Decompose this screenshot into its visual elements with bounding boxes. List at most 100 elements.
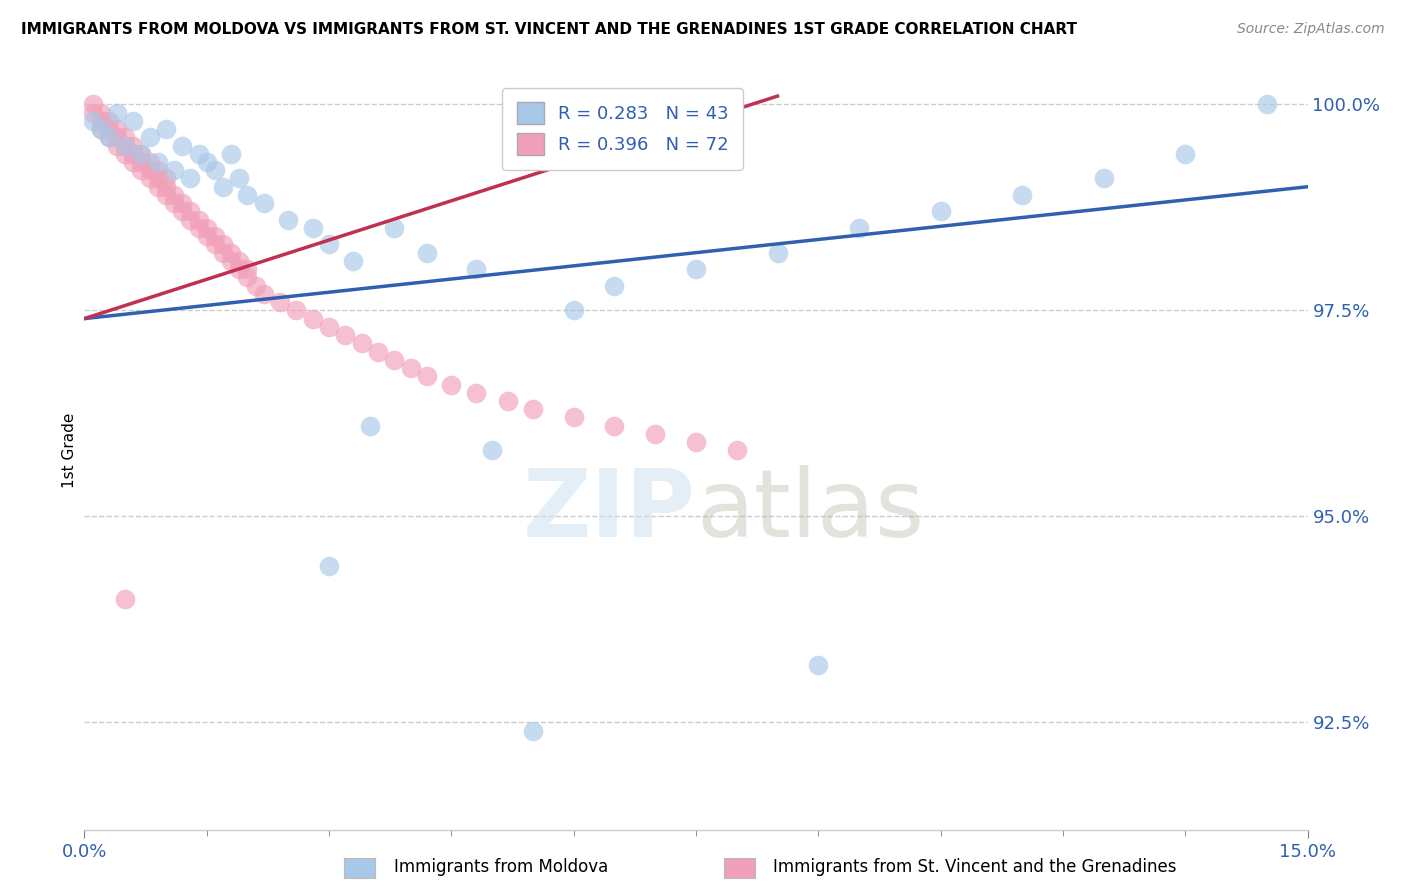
Point xyxy=(105,105,128,120)
Point xyxy=(155,171,177,186)
Point xyxy=(212,245,235,260)
Point xyxy=(301,221,323,235)
Point xyxy=(122,155,145,169)
Point xyxy=(90,122,112,136)
Point xyxy=(219,254,242,268)
Point xyxy=(172,196,194,211)
Point xyxy=(146,163,169,178)
Point xyxy=(236,270,259,285)
Text: Immigrants from St. Vincent and the Grenadines: Immigrants from St. Vincent and the Gren… xyxy=(773,858,1177,876)
Point xyxy=(562,410,585,425)
Point xyxy=(766,245,789,260)
Point xyxy=(97,122,120,136)
Text: Immigrants from Moldova: Immigrants from Moldova xyxy=(394,858,607,876)
Point xyxy=(131,146,153,161)
Point xyxy=(146,179,169,194)
Point xyxy=(848,221,870,235)
Point xyxy=(204,163,226,178)
Point xyxy=(114,146,136,161)
Point xyxy=(228,254,250,268)
Point xyxy=(807,657,830,672)
Point xyxy=(179,204,201,219)
Point xyxy=(335,328,357,343)
Point xyxy=(105,122,128,136)
Point xyxy=(464,385,486,400)
Point xyxy=(603,278,626,293)
Point xyxy=(114,138,136,153)
Point xyxy=(90,105,112,120)
Point xyxy=(301,311,323,326)
Point xyxy=(522,723,544,738)
Point xyxy=(416,369,439,384)
Point xyxy=(1256,97,1278,112)
Point xyxy=(464,262,486,277)
Point xyxy=(105,130,128,145)
Point xyxy=(172,204,194,219)
Point xyxy=(82,105,104,120)
Point xyxy=(399,361,422,376)
Point xyxy=(155,122,177,136)
Point xyxy=(219,245,242,260)
Point xyxy=(228,262,250,277)
Point xyxy=(562,303,585,318)
Point xyxy=(318,237,340,252)
Point xyxy=(228,171,250,186)
Point xyxy=(155,179,177,194)
Point xyxy=(97,130,120,145)
Point xyxy=(90,122,112,136)
Point xyxy=(382,221,405,235)
Point xyxy=(204,237,226,252)
Point xyxy=(131,146,153,161)
Point xyxy=(644,427,666,442)
Point xyxy=(1174,146,1197,161)
Point xyxy=(212,179,235,194)
Point xyxy=(163,163,186,178)
Point xyxy=(253,286,276,301)
Point xyxy=(481,443,503,458)
Point xyxy=(131,163,153,178)
Point xyxy=(163,196,186,211)
Point xyxy=(90,113,112,128)
Point xyxy=(172,138,194,153)
Point xyxy=(195,221,218,235)
Text: atlas: atlas xyxy=(696,465,924,558)
Point xyxy=(138,163,160,178)
Point xyxy=(163,188,186,202)
Point xyxy=(122,138,145,153)
Point xyxy=(318,319,340,334)
Point xyxy=(929,204,952,219)
Point xyxy=(146,171,169,186)
Point xyxy=(195,229,218,244)
Point xyxy=(122,113,145,128)
Point xyxy=(318,558,340,573)
Point xyxy=(498,394,520,409)
Point xyxy=(359,418,381,433)
Point xyxy=(187,212,209,227)
Point xyxy=(1011,188,1033,202)
Point xyxy=(179,171,201,186)
Point xyxy=(97,130,120,145)
Point xyxy=(277,212,299,227)
Point xyxy=(146,155,169,169)
Legend: R = 0.283   N = 43, R = 0.396   N = 72: R = 0.283 N = 43, R = 0.396 N = 72 xyxy=(502,88,744,170)
Point xyxy=(187,146,209,161)
Point xyxy=(82,113,104,128)
Point xyxy=(382,352,405,367)
Point xyxy=(603,418,626,433)
Point xyxy=(253,196,276,211)
Point xyxy=(105,138,128,153)
Point xyxy=(212,237,235,252)
Point xyxy=(82,97,104,112)
Point xyxy=(219,146,242,161)
Point xyxy=(131,155,153,169)
Point xyxy=(187,221,209,235)
Point xyxy=(138,155,160,169)
Point xyxy=(122,146,145,161)
Point xyxy=(522,402,544,417)
Text: Source: ZipAtlas.com: Source: ZipAtlas.com xyxy=(1237,22,1385,37)
Point xyxy=(685,262,707,277)
Point xyxy=(236,188,259,202)
Point xyxy=(350,336,373,351)
Point xyxy=(179,212,201,227)
Point xyxy=(245,278,267,293)
